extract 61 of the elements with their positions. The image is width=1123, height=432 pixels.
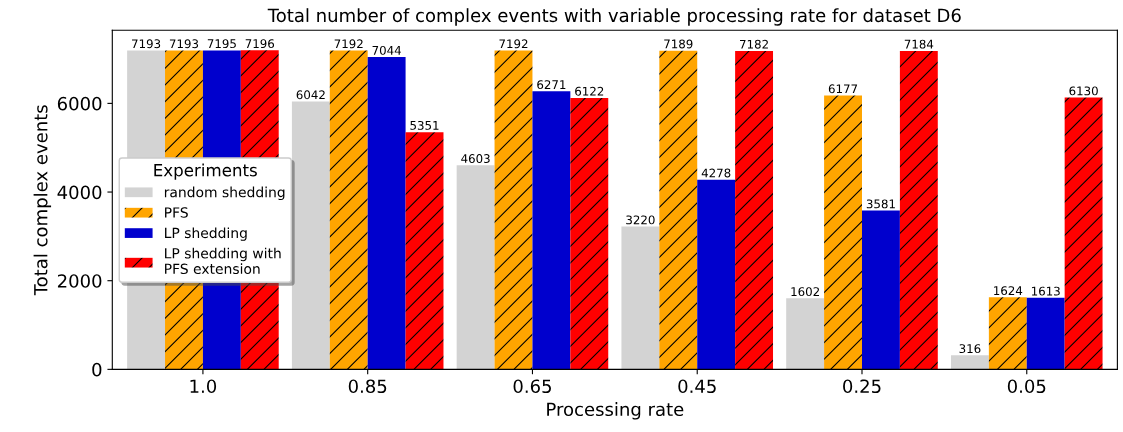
x-tick-label: 0.65 [513, 379, 551, 394]
bar [950, 355, 989, 370]
bar [988, 297, 1027, 370]
data-label: 6271 [537, 80, 566, 90]
data-label: 6130 [1069, 86, 1098, 96]
y-tick-label: 6000 [57, 96, 102, 111]
x-axis-title: Processing rate [547, 402, 684, 420]
data-label: 1624 [994, 286, 1023, 296]
bar [621, 226, 660, 370]
bar [329, 50, 368, 370]
data-label: 7044 [372, 45, 401, 55]
legend-label: LP shedding [165, 227, 247, 241]
data-label: 5351 [410, 120, 439, 130]
chart-title: Total number of complex events with variable processing rate for dataset D6 [267, 8, 961, 26]
bar [532, 91, 571, 370]
y-tick-label: 0 [92, 362, 102, 377]
bar [899, 50, 938, 370]
data-label: 7182 [740, 39, 768, 49]
bar [405, 132, 444, 370]
data-label: 316 [959, 344, 981, 354]
data-label: 7192 [499, 39, 528, 49]
bar [861, 210, 900, 370]
legend-label: PFS [165, 207, 188, 218]
data-label: 7184 [904, 39, 934, 49]
x-tick-label: 0.25 [843, 379, 881, 394]
bar [1026, 297, 1065, 370]
bar [824, 95, 862, 370]
bar [494, 50, 533, 370]
legend-label: random shedding [164, 186, 285, 201]
x-tick-label: 0.85 [348, 379, 387, 394]
x-tick-label: 1.0 [190, 379, 217, 394]
data-label: 7192 [334, 39, 363, 49]
bar [456, 165, 495, 370]
x-tick-label: 0.05 [1007, 379, 1046, 394]
bar [570, 97, 609, 370]
data-label: 4278 [701, 168, 731, 178]
data-label: 3220 [626, 215, 655, 225]
y-tick-label: 4000 [57, 185, 102, 200]
legend-label: LP shedding with PFS extension [165, 247, 281, 275]
data-label: 7189 [664, 39, 693, 49]
y-tick-label: 2000 [57, 274, 102, 288]
data-label: 1613 [1031, 286, 1060, 296]
data-label: 3581 [866, 199, 895, 209]
data-label: 7193 [169, 39, 199, 49]
legend-title: Experiments [154, 163, 257, 180]
bar [786, 298, 825, 370]
y-axis-title: Total complex events [33, 105, 52, 296]
bar [697, 179, 736, 370]
data-label: 6122 [575, 86, 604, 96]
bar [1064, 97, 1103, 370]
data-label: 7195 [207, 39, 236, 49]
bar [735, 50, 774, 370]
data-label: 4603 [461, 154, 490, 164]
data-label: 7193 [132, 39, 161, 49]
bar [659, 50, 698, 370]
data-label: 1602 [791, 287, 819, 297]
x-tick-label: 0.45 [678, 379, 716, 394]
data-label: 6042 [296, 90, 325, 100]
data-label: 7196 [245, 39, 275, 49]
bar [367, 57, 406, 370]
data-label: 6177 [828, 84, 858, 94]
